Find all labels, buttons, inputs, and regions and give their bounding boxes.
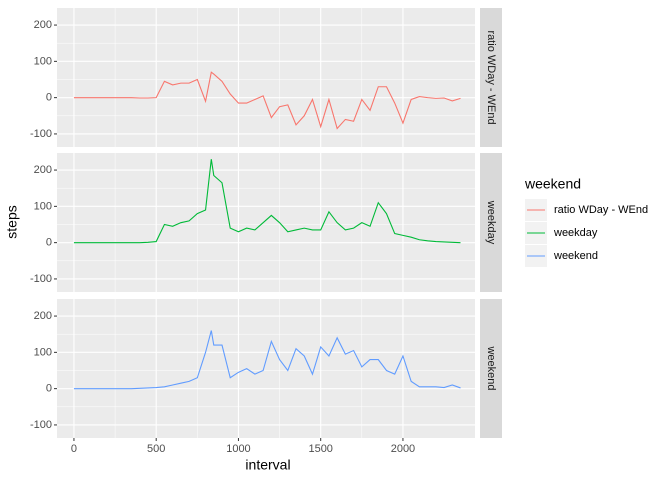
legend-label: weekday bbox=[553, 227, 598, 239]
panel bbox=[57, 299, 475, 438]
x-tick-label: 0 bbox=[71, 443, 77, 455]
y-tick-label: 0 bbox=[46, 92, 52, 104]
y-tick-label: 100 bbox=[34, 346, 52, 358]
x-tick-label: 500 bbox=[147, 443, 165, 455]
y-tick-label: -100 bbox=[30, 419, 52, 431]
line bbox=[73, 330, 461, 390]
line bbox=[73, 159, 461, 244]
y-tick-label: 200 bbox=[34, 164, 52, 176]
strip bbox=[480, 8, 502, 147]
y-tick-label: 200 bbox=[34, 310, 52, 322]
legend-title: weekend bbox=[524, 176, 581, 192]
x-tick-label: 1000 bbox=[226, 443, 250, 455]
legend-label: weekend bbox=[553, 250, 598, 262]
y-tick-label: -100 bbox=[30, 128, 52, 140]
y-tick-label: 0 bbox=[46, 383, 52, 395]
line bbox=[73, 71, 461, 130]
strip-label: ratio WDay - WEnd bbox=[485, 30, 497, 124]
y-tick-label: -100 bbox=[30, 273, 52, 285]
y-tick-label: 200 bbox=[34, 19, 52, 31]
y-tick-label: 100 bbox=[34, 55, 52, 67]
strip-label: weekday bbox=[485, 200, 497, 245]
strip bbox=[480, 153, 502, 292]
x-tick-label: 2000 bbox=[391, 443, 415, 455]
y-tick-label: 0 bbox=[46, 237, 52, 249]
panel bbox=[57, 153, 475, 292]
y-tick-label: 100 bbox=[34, 200, 52, 212]
y-axis-title: steps bbox=[4, 205, 20, 238]
legend-label: ratio WDay - WEnd bbox=[554, 204, 648, 216]
strip bbox=[480, 299, 502, 438]
panel bbox=[57, 8, 475, 147]
x-tick-label: 1500 bbox=[308, 443, 332, 455]
x-axis-title: interval bbox=[245, 457, 290, 473]
strip-label: weekend bbox=[485, 345, 497, 390]
